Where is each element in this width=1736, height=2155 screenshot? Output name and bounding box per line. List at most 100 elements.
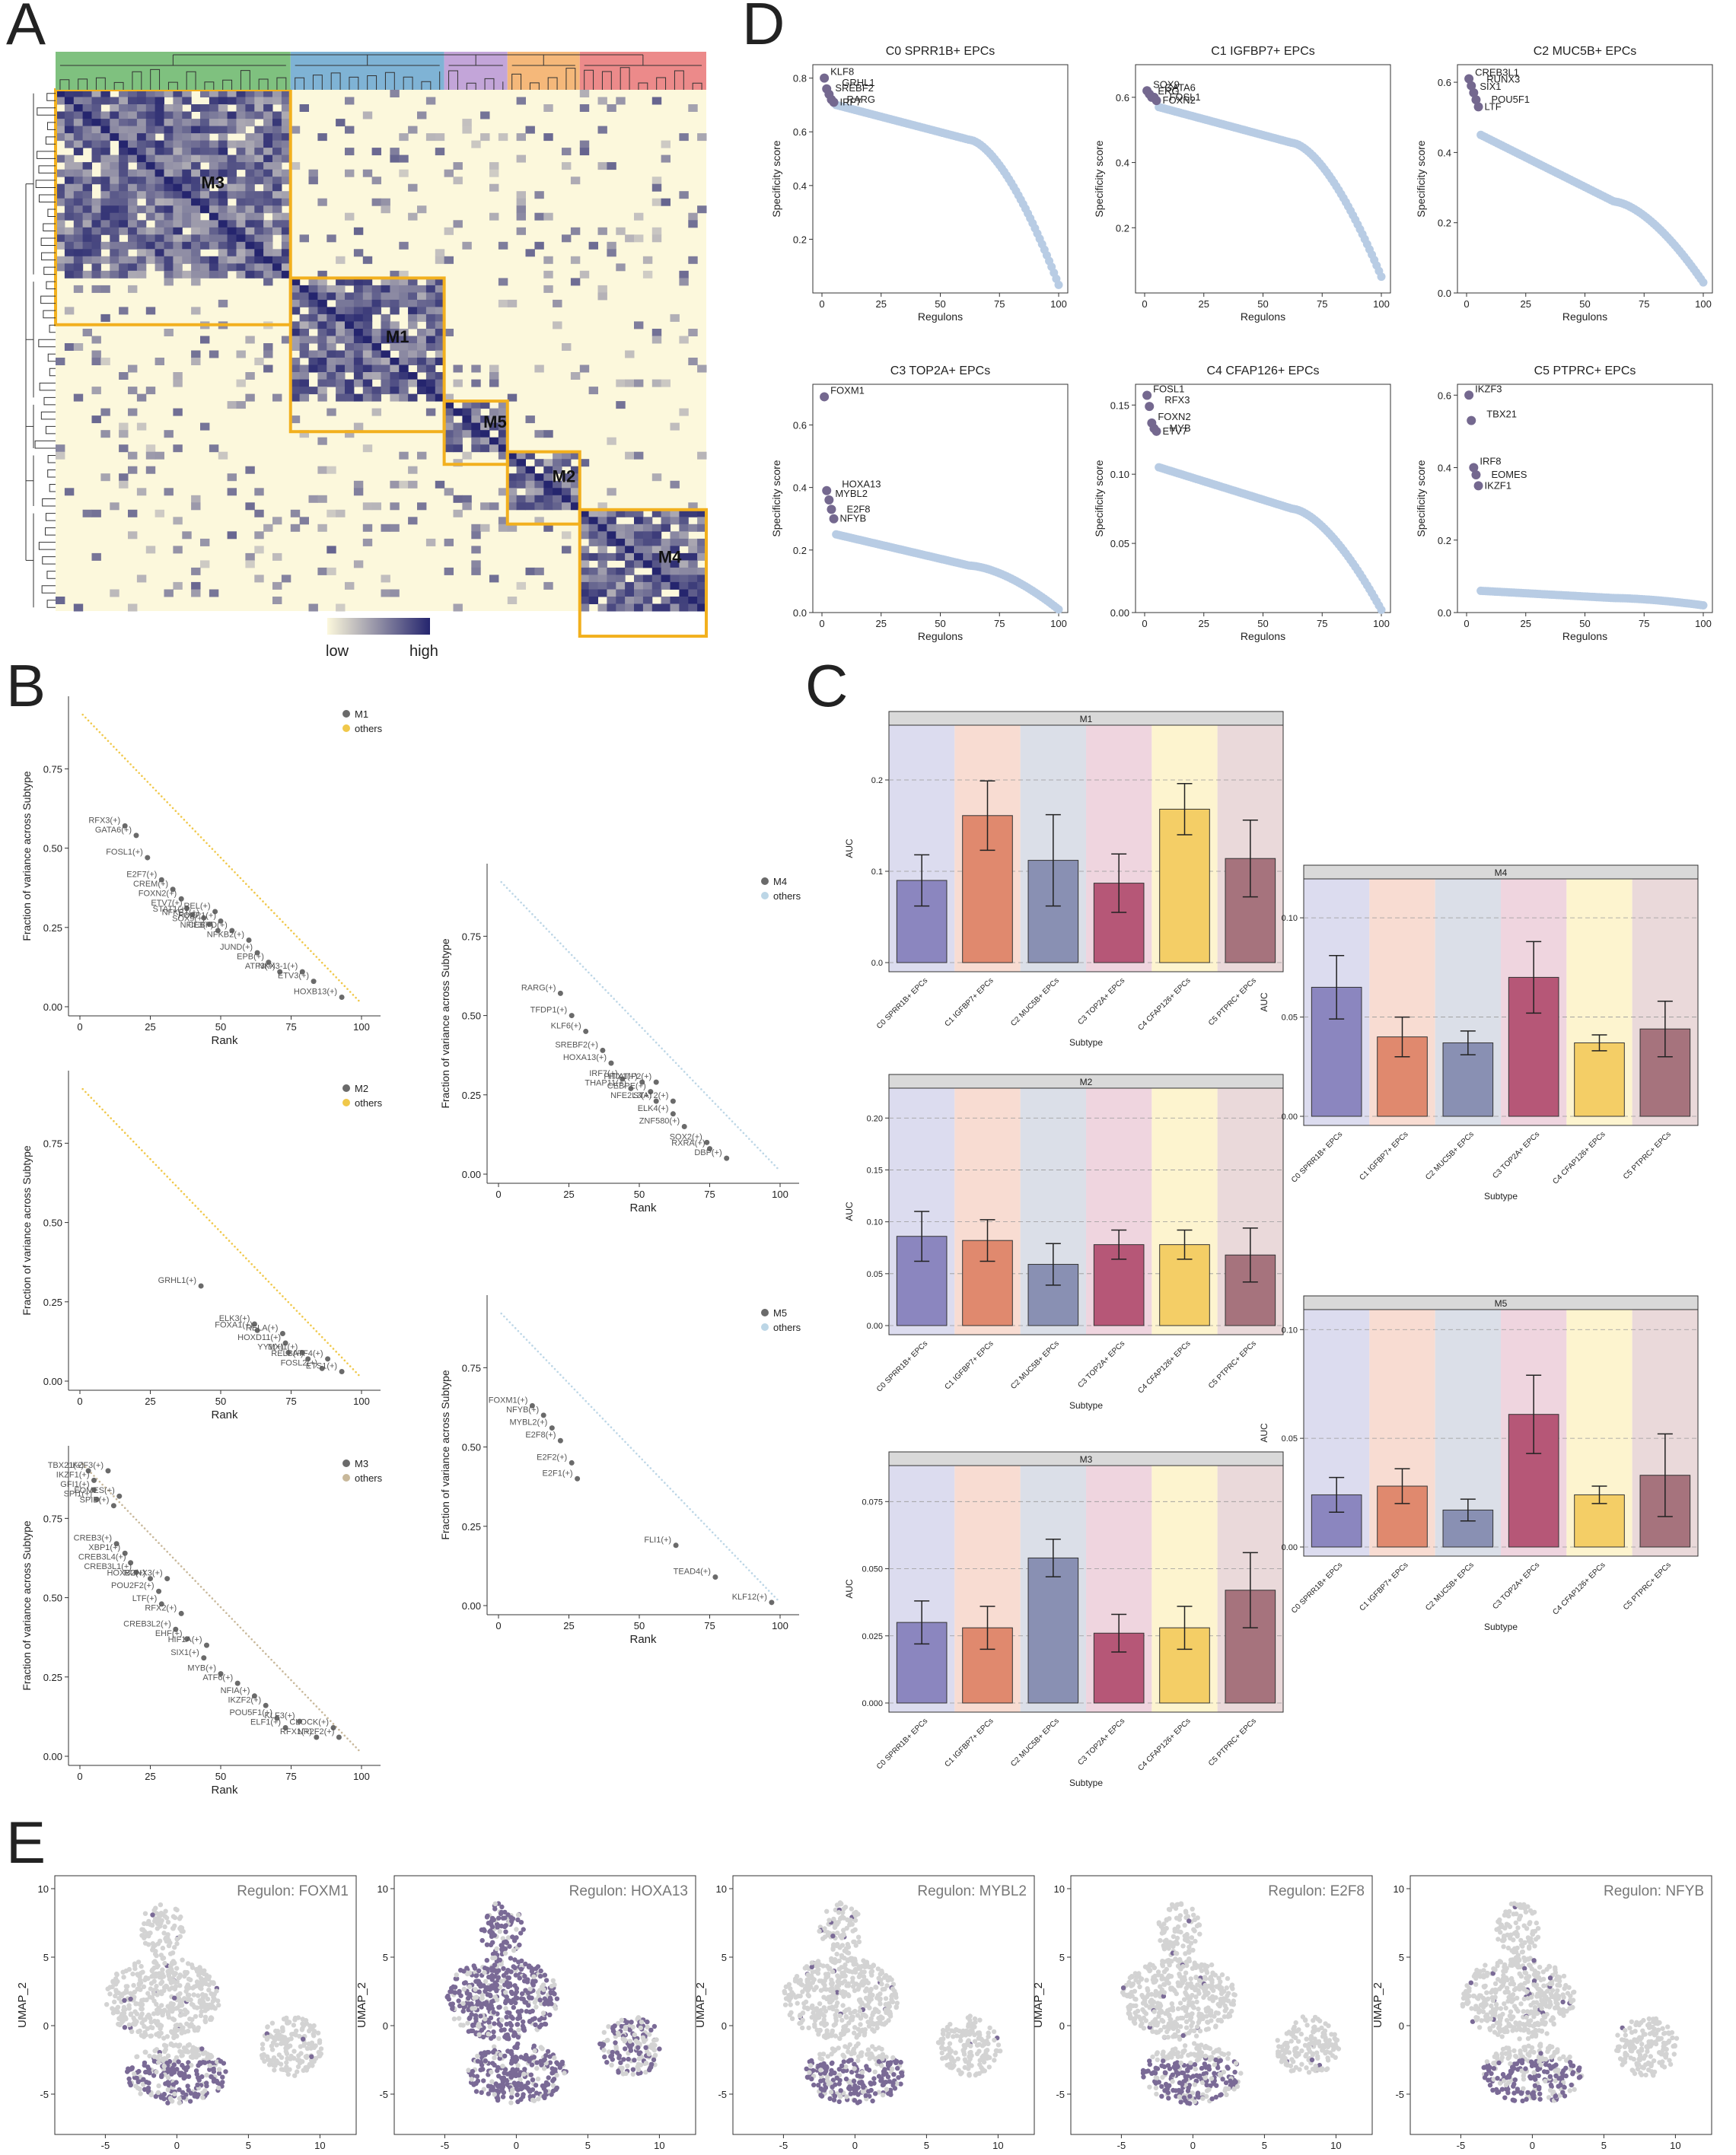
heatmap-cell [688, 597, 698, 604]
heatmap-cell [236, 177, 246, 185]
heatmap-cell [425, 278, 436, 286]
heatmap-cell [56, 358, 65, 365]
umap-cell [518, 1931, 524, 1936]
heatmap-cell [507, 524, 518, 532]
heatmap-cell [597, 502, 607, 511]
others-point [757, 1146, 759, 1149]
others-point [135, 1143, 138, 1146]
heatmap-cell [362, 307, 373, 315]
umap-cell [218, 2058, 224, 2064]
regulon-label: JUND(+) [220, 943, 253, 952]
others-point [711, 1531, 714, 1534]
legend-marker [342, 1084, 350, 1092]
heatmap-cell [145, 126, 156, 134]
heatmap-cell [236, 234, 246, 243]
module-point [557, 990, 563, 996]
heatmap-cell [588, 241, 598, 250]
heatmap-cell [489, 422, 499, 431]
x-tick-label: 75 [704, 1189, 715, 1200]
regulon-label: SOX9(+) [172, 915, 205, 924]
heatmap-cell [128, 90, 138, 97]
heatmap-cell [579, 597, 590, 604]
others-point [503, 1315, 505, 1318]
umap-cell [211, 1980, 216, 1985]
top-regulon-label: KLF8 [830, 66, 854, 78]
umap-cell [461, 1986, 467, 1992]
umap-cell [165, 2087, 170, 2093]
heatmap-cell [73, 249, 84, 257]
heatmap-cell [200, 148, 210, 156]
heatmap-cell [317, 495, 327, 503]
umap-cell [171, 2017, 177, 2023]
others-point [166, 1175, 168, 1178]
heatmap-cell [110, 234, 119, 243]
module-point [190, 912, 196, 918]
heatmap-cell [435, 148, 445, 156]
others-point [661, 1479, 663, 1482]
umap-cell [508, 1956, 514, 1961]
umap-cell [550, 1978, 556, 1983]
others-point [191, 827, 194, 830]
umap-cell [535, 1990, 541, 1995]
heatmap-cell [543, 459, 553, 467]
umap-cell [112, 1999, 117, 2004]
umap-cell [204, 2072, 209, 2078]
others-point [197, 1583, 199, 1585]
regulon-point [1054, 605, 1063, 614]
umap-cell [528, 1965, 534, 1971]
x-axis-label: Subtype [1069, 1778, 1103, 1788]
heatmap-cell [336, 285, 346, 293]
heatmap-cell [110, 212, 119, 221]
heatmap-cell [390, 589, 400, 597]
dendrogram-link [47, 208, 56, 217]
others-point [596, 1412, 598, 1414]
umap-cell [172, 2029, 178, 2035]
others-point [349, 1740, 352, 1743]
umap-cell [514, 2022, 520, 2027]
y-axis-label: Fraction of variance across Subtype [439, 938, 451, 1109]
heatmap-cell [272, 256, 282, 264]
others-point [352, 994, 355, 996]
others-point [98, 1480, 101, 1483]
heatmap-cell [245, 97, 255, 105]
heatmap-cell [227, 249, 237, 257]
regulon-label: ELK3(+) [219, 1314, 250, 1323]
top-regulon-label: RUNX3 [1486, 74, 1520, 85]
heatmap-cell [218, 256, 228, 264]
plot-frame [812, 384, 1069, 613]
heatmap-cell [91, 227, 101, 235]
heatmap-cell [444, 538, 454, 546]
umap-cell [303, 2018, 309, 2023]
heatmap-cell [308, 285, 318, 293]
umap-cell [523, 1988, 528, 1993]
heatmap-cell [362, 336, 373, 344]
heatmap-cell [263, 278, 273, 286]
heatmap-cell [281, 111, 291, 119]
others-point [115, 1122, 118, 1125]
others-point [343, 1359, 346, 1362]
x-axis-label: Regulons [1241, 310, 1285, 323]
heatmap-cell [616, 589, 626, 597]
x-tick-label: 50 [935, 618, 945, 629]
heatmap-cell [100, 285, 110, 293]
x-tick-label: 75 [994, 618, 1005, 629]
heatmap-cell [651, 560, 662, 568]
umap-cell [524, 1979, 530, 1985]
umap-cell [521, 2019, 526, 2025]
others-point [270, 1283, 272, 1286]
heatmap-cell [209, 198, 219, 206]
heatmap-cell [164, 140, 174, 148]
heatmap-cell [408, 517, 418, 525]
dendrogram-link [49, 484, 56, 492]
heatmap-cell [136, 227, 147, 235]
heatmap-cell [218, 299, 228, 307]
heatmap-cell [688, 212, 698, 221]
umap-cell [161, 2064, 167, 2069]
x-tick-label: C0 SPRR1B+ EPCs [875, 1717, 929, 1771]
heatmap-cell [136, 104, 147, 112]
heatmap-cell [534, 191, 544, 199]
umap-cell [220, 2074, 225, 2080]
heatmap-cell [326, 350, 336, 358]
heatmap-cell [263, 198, 273, 206]
